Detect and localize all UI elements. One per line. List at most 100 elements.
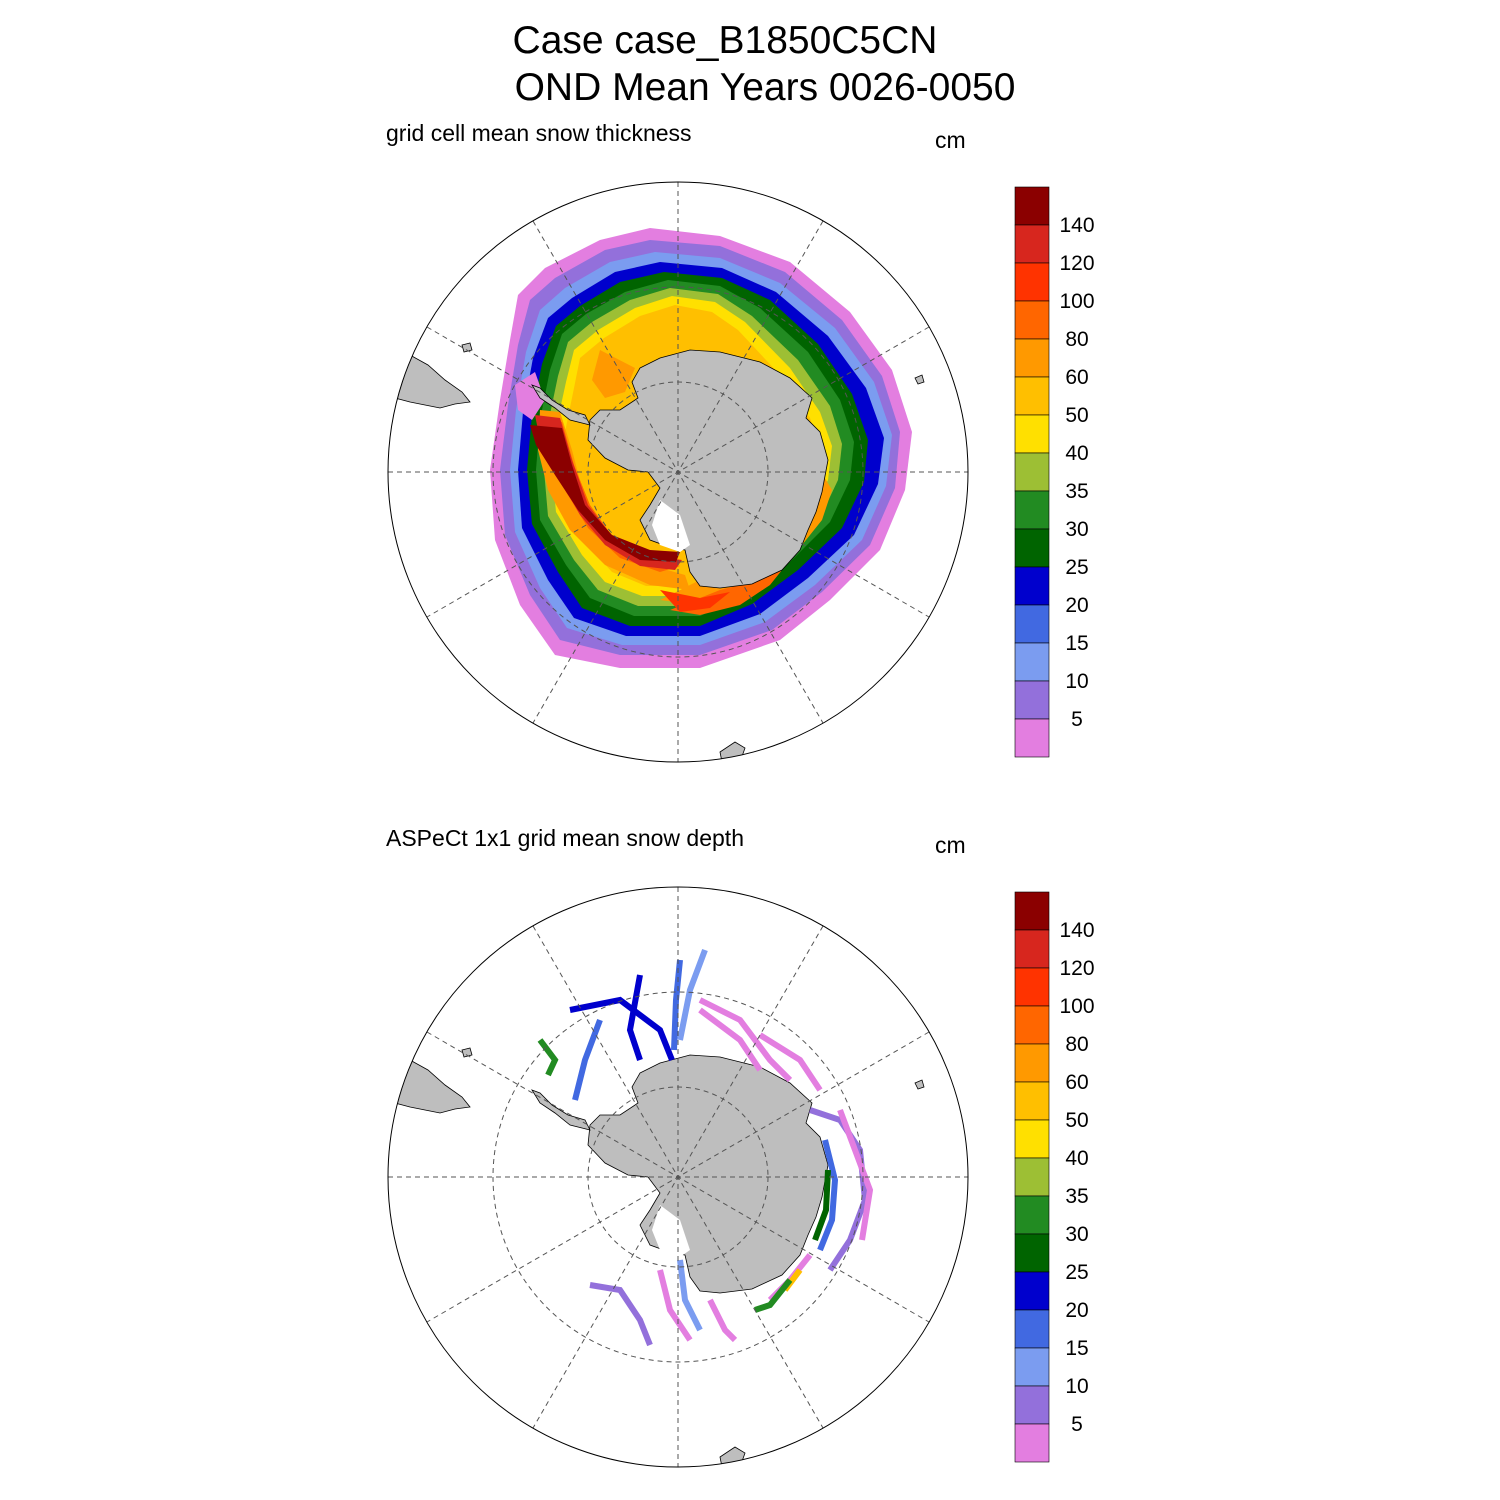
colorbar-box (1014, 186, 1050, 226)
south-america (388, 349, 471, 409)
colorbar-tick-label: 80 (1065, 328, 1088, 351)
colorbar-tick-label: 100 (1059, 290, 1094, 313)
panel1-subtitle: grid cell mean snow thickness (386, 120, 692, 146)
ship-track (589, 1282, 653, 1347)
colorbar-box (1014, 1043, 1050, 1083)
colorbar-tick-label: 15 (1065, 1337, 1088, 1360)
ross-ice-shelf (652, 1205, 690, 1257)
panel2-units: cm (935, 832, 966, 858)
colorbar-box (1014, 891, 1050, 931)
colorbar-box (1014, 490, 1050, 530)
ship-track (817, 1139, 839, 1252)
colorbar-box (1014, 1271, 1050, 1311)
colorbar-tick-label: 5 (1071, 1413, 1083, 1436)
colorbar-tick-label: 10 (1065, 1375, 1088, 1398)
obs-map (387, 886, 969, 1468)
ship-track (572, 1018, 603, 1101)
ship-track (698, 1007, 763, 1072)
colorbar-tick-label: 35 (1065, 480, 1088, 503)
figure-title-line2: OND Mean Years 0026-0050 (514, 66, 1016, 109)
south-america (388, 1054, 471, 1114)
panel2-subtitle: ASPeCt 1x1 grid mean snow depth (386, 825, 744, 851)
colorbar-box (1014, 1423, 1050, 1463)
ship-track (569, 996, 675, 1062)
ship-track (758, 1032, 823, 1092)
colorbar-tick-label: 40 (1065, 442, 1088, 465)
colorbar-box (1014, 338, 1050, 378)
colorbar-box (1014, 452, 1050, 492)
model-map (387, 181, 969, 763)
colorbar-box (1014, 718, 1050, 758)
ship-track (537, 1038, 559, 1077)
antarctic-peninsula (531, 384, 591, 426)
kerguelen-island (914, 374, 925, 385)
colorbar-tick-label: 15 (1065, 632, 1088, 655)
colorbar-tick-label: 140 (1059, 214, 1094, 237)
colorbar-box (1014, 414, 1050, 454)
colorbar-box (1014, 680, 1050, 720)
colorbar-box (1014, 1081, 1050, 1121)
colorbar-tick-label: 120 (1059, 957, 1094, 980)
colorbar-box (1014, 376, 1050, 416)
colorbar-tick-label: 30 (1065, 1223, 1088, 1246)
map-boundary (387, 886, 969, 1468)
colorbar-box (1014, 1119, 1050, 1159)
antarctica (587, 349, 829, 589)
ship-track (626, 974, 643, 1061)
colorbar-box (1014, 224, 1050, 264)
colorbar-tick-label: 20 (1065, 594, 1088, 617)
colorbar-panel2: 140 120 100 80 60 50 40 35 30 25 20 15 10 5 (1014, 891, 1095, 1463)
colorbar-box (1014, 528, 1050, 568)
ship-track (754, 1278, 793, 1313)
colorbar-box (1014, 566, 1050, 606)
antarctic-peninsula (531, 1089, 591, 1131)
colorbar-box (1014, 1347, 1050, 1387)
falkland-islands (461, 1047, 473, 1058)
ship-track (657, 1269, 693, 1342)
colorbar-tick-label: 60 (1065, 366, 1088, 389)
falkland-islands (461, 342, 473, 353)
colorbar-tick-label: 140 (1059, 919, 1094, 942)
kerguelen-island (914, 1079, 925, 1090)
ship-track (677, 948, 708, 1041)
colorbar-tick-label: 10 (1065, 670, 1088, 693)
colorbar-box (1014, 1157, 1050, 1197)
new-zealand-tip (719, 1446, 746, 1467)
colorbar-tick-label: 30 (1065, 518, 1088, 541)
colorbar-tick-label: 35 (1065, 1185, 1088, 1208)
colorbar-tick-label: 80 (1065, 1033, 1088, 1056)
colorbar-box (1014, 604, 1050, 644)
colorbar-tick-label: 50 (1065, 404, 1088, 427)
colorbar-box (1014, 1195, 1050, 1235)
ship-track (698, 997, 793, 1083)
colorbar-tick-label: 20 (1065, 1299, 1088, 1322)
antarctica (587, 1054, 829, 1294)
colorbar-tick-label: 50 (1065, 1109, 1088, 1132)
colorbar-tick-label: 120 (1059, 252, 1094, 275)
colorbar-box (1014, 642, 1050, 682)
ship-track (812, 1169, 831, 1242)
ship-track (707, 1298, 738, 1343)
colorbar-tick-label: 5 (1071, 708, 1083, 731)
ice-amundsen-140cm (530, 425, 680, 562)
colorbar-box (1014, 300, 1050, 340)
ice-weddell-60cm (592, 350, 635, 398)
colorbar-tick-label: 25 (1065, 556, 1088, 579)
figure-title-line1: Case case_B1850C5CN (512, 19, 938, 62)
colorbar-tick-label: 60 (1065, 1071, 1088, 1094)
map-boundary (387, 181, 969, 763)
colorbar-panel1: 140 120 100 80 60 50 40 35 30 25 20 15 10 5 (1014, 186, 1095, 758)
colorbar-box (1014, 1385, 1050, 1425)
colorbar-box (1014, 929, 1050, 969)
colorbar-tick-label: 100 (1059, 995, 1094, 1018)
colorbar-tick-label: 25 (1065, 1261, 1088, 1284)
new-zealand-tip (719, 741, 746, 762)
ship-track (677, 1259, 703, 1332)
ice-peninsula-edge (515, 372, 545, 420)
colorbar-box (1014, 1309, 1050, 1349)
colorbar-tick-label: 40 (1065, 1147, 1088, 1170)
colorbar-box (1014, 262, 1050, 302)
colorbar-box (1014, 1233, 1050, 1273)
ross-ice-shelf (652, 500, 690, 552)
